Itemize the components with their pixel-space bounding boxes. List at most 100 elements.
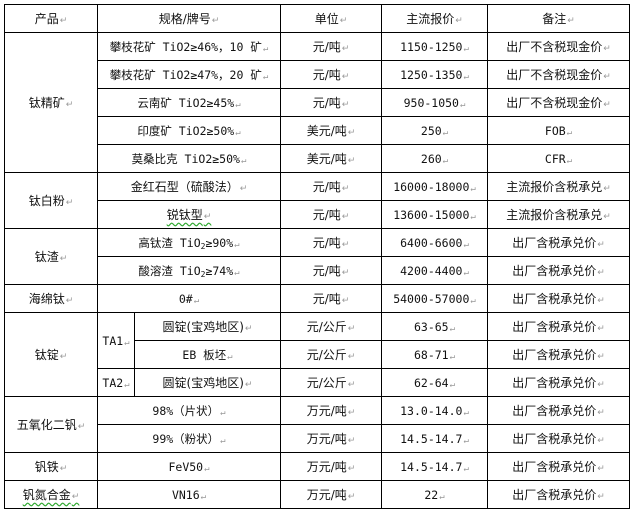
product-name: 钒铁 — [4, 452, 98, 481]
header-price: 主流报价 — [381, 4, 488, 33]
header-spec: 规格/牌号 — [97, 4, 281, 33]
unit-cell: 元/公斤 — [280, 312, 382, 341]
unit-cell: 万元/吨 — [280, 480, 382, 509]
unit-cell: 元/吨 — [280, 284, 382, 313]
spec-cell: 高钛渣 TiO2≥90% — [97, 228, 281, 257]
unit-cell: 元/公斤 — [280, 368, 382, 397]
table-row: 印度矿 TiO2≥50% 美元/吨 250 FOB — [5, 116, 630, 145]
unit-cell: 元/吨 — [280, 32, 382, 61]
spec-cell: 酸溶渣 TiO2≥74% — [97, 256, 281, 285]
header-product: 产品 — [4, 4, 98, 33]
spec-cell: 金红石型（硫酸法） — [97, 172, 281, 201]
unit-cell: 万元/吨 — [280, 424, 382, 453]
table-row: 锐钛型 元/吨 13600-15000 主流报价含税承兑 — [5, 200, 630, 229]
product-name: 钛白粉 — [4, 172, 98, 229]
price-cell: 1250-1350 — [381, 60, 488, 89]
table-row: 钒铁 FeV50 万元/吨 14.5-14.7 出厂含税承兑价 — [4, 452, 630, 481]
spec-cell: 攀枝花矿 TiO2≥46%，10 矿 — [97, 32, 281, 61]
note-cell: FOB — [487, 116, 630, 145]
table-row: 海绵钛 0# 元/吨 54000-57000 出厂含税承兑价 — [4, 284, 630, 313]
note-cell: 主流报价含税承兑 — [487, 200, 630, 229]
spec-cell: 99%（粉状） — [97, 424, 281, 453]
table-row: 99%（粉状） 万元/吨 14.5-14.7 出厂含税承兑价 — [5, 424, 630, 453]
table-row: EB 板坯 元/公斤 68-71 出厂含税承兑价 — [5, 340, 630, 369]
grade-cell: TA1 — [97, 312, 135, 369]
table-row: 五氧化二钒 98%（片状） 万元/吨 13.0-14.0 出厂含税承兑价 — [4, 396, 630, 453]
spec-cell: 圆锭(宝鸡地区) — [134, 312, 281, 341]
unit-cell: 元/吨 — [280, 200, 382, 229]
price-cell: 250 — [381, 116, 488, 145]
spec-cell: 印度矿 TiO2≥50% — [97, 116, 281, 145]
unit-cell: 美元/吨 — [280, 144, 382, 173]
product-name: 钛精矿 — [4, 32, 98, 173]
table-row: 攀枝花矿 TiO2≥47%，20 矿 元/吨 1250-1350 出厂不含税现金… — [5, 60, 630, 89]
unit-cell: 元/吨 — [280, 256, 382, 285]
spec-cell: 圆锭(宝鸡地区) — [134, 368, 281, 397]
price-cell: 4200-4400 — [381, 256, 488, 285]
table-row: 钛渣 高钛渣 TiO2≥90% 元/吨 6400-6600 出厂含税承兑价 — [4, 228, 630, 285]
note-cell: 出厂含税承兑价 — [487, 256, 630, 285]
note-cell: 出厂含税承兑价 — [487, 396, 630, 425]
price-cell: 62-64 — [381, 368, 488, 397]
note-cell: 出厂含税承兑价 — [487, 340, 630, 369]
spec-cell: 攀枝花矿 TiO2≥47%，20 矿 — [97, 60, 281, 89]
price-table: 产品 规格/牌号 单位 主流报价 备注 钛精矿 攀枝花矿 TiO2≥46%，10… — [4, 4, 630, 509]
note-cell: 主流报价含税承兑 — [487, 172, 630, 201]
table-row: 云南矿 TiO2≥45% 元/吨 950-1050 出厂不含税现金价 — [5, 88, 630, 117]
price-cell: 13.0-14.0 — [381, 396, 488, 425]
table-row: 钛白粉 金红石型（硫酸法） 元/吨 16000-18000 主流报价含税承兑 — [4, 172, 630, 229]
unit-cell: 万元/吨 — [280, 452, 382, 481]
product-name: 钛渣 — [4, 228, 98, 285]
price-cell: 1150-1250 — [381, 32, 488, 61]
price-cell: 22 — [381, 480, 488, 509]
spec-cell: FeV50 — [97, 452, 281, 481]
unit-cell: 元/吨 — [280, 228, 382, 257]
spec-cell: 0# — [97, 284, 281, 313]
table-row: 钒氮合金 VN16 万元/吨 22 出厂含税承兑价 — [4, 480, 630, 509]
note-cell: 出厂含税承兑价 — [487, 368, 630, 397]
spec-cell: VN16 — [97, 480, 281, 509]
spec-cell: 云南矿 TiO2≥45% — [97, 88, 281, 117]
unit-cell: 元/公斤 — [280, 340, 382, 369]
product-name: 海绵钛 — [4, 284, 98, 313]
spec-cell: 锐钛型 — [97, 200, 281, 229]
header-unit: 单位 — [280, 4, 382, 33]
unit-cell: 元/吨 — [280, 172, 382, 201]
price-cell: 6400-6600 — [381, 228, 488, 257]
table-row: 莫桑比克 TiO2≥50% 美元/吨 260 CFR — [5, 144, 630, 173]
table-row: 酸溶渣 TiO2≥74% 元/吨 4200-4400 出厂含税承兑价 — [5, 256, 630, 285]
spec-cell: 98%（片状） — [97, 396, 281, 425]
price-cell: 63-65 — [381, 312, 488, 341]
note-cell: 出厂含税承兑价 — [487, 452, 630, 481]
price-cell: 950-1050 — [381, 88, 488, 117]
product-name: 钒氮合金 — [4, 480, 98, 509]
unit-cell: 美元/吨 — [280, 116, 382, 145]
price-cell: 16000-18000 — [381, 172, 488, 201]
spec-cell: 莫桑比克 TiO2≥50% — [97, 144, 281, 173]
unit-cell: 元/吨 — [280, 88, 382, 117]
table-row: 钛锭 TA1 圆锭(宝鸡地区) 元/公斤 63-65 出厂含税承兑价 — [4, 312, 630, 397]
note-cell: 出厂不含税现金价 — [487, 32, 630, 61]
note-cell: 出厂含税承兑价 — [487, 312, 630, 341]
note-cell: 出厂含税承兑价 — [487, 284, 630, 313]
note-cell: 出厂含税承兑价 — [487, 424, 630, 453]
note-cell: 出厂含税承兑价 — [487, 480, 630, 509]
note-cell: 出厂含税承兑价 — [487, 228, 630, 257]
table-row: 钛精矿 攀枝花矿 TiO2≥46%，10 矿 元/吨 1150-1250 出厂不… — [4, 32, 630, 173]
header-row: 产品 规格/牌号 单位 主流报价 备注 — [4, 4, 630, 33]
price-cell: 14.5-14.7 — [381, 452, 488, 481]
price-cell: 68-71 — [381, 340, 488, 369]
table-row: TA2 圆锭(宝鸡地区) 元/公斤 62-64 出厂含税承兑价 — [5, 368, 630, 397]
grade-cell: TA2 — [97, 368, 135, 397]
unit-cell: 万元/吨 — [280, 396, 382, 425]
note-cell: CFR — [487, 144, 630, 173]
price-cell: 13600-15000 — [381, 200, 488, 229]
price-cell: 260 — [381, 144, 488, 173]
note-cell: 出厂不含税现金价 — [487, 88, 630, 117]
unit-cell: 元/吨 — [280, 60, 382, 89]
note-cell: 出厂不含税现金价 — [487, 60, 630, 89]
product-name: 钛锭 — [4, 312, 98, 397]
price-cell: 54000-57000 — [381, 284, 488, 313]
header-note: 备注 — [487, 4, 630, 33]
spec-cell: EB 板坯 — [134, 340, 281, 369]
